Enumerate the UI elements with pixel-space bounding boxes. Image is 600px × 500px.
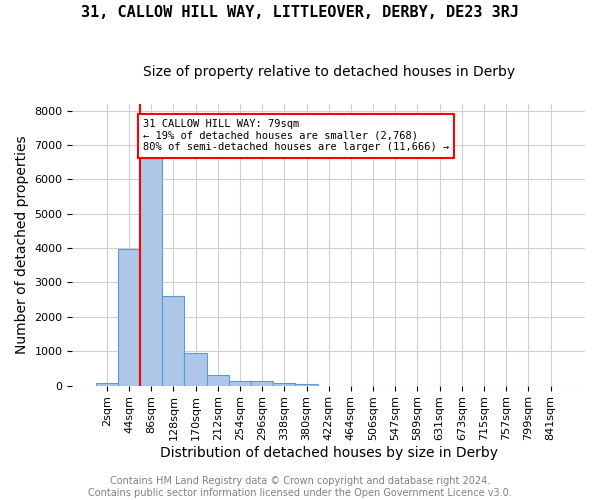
X-axis label: Distribution of detached houses by size in Derby: Distribution of detached houses by size … <box>160 446 498 460</box>
Bar <box>251 382 273 386</box>
Text: 31 CALLOW HILL WAY: 79sqm
← 19% of detached houses are smaller (2,768)
80% of se: 31 CALLOW HILL WAY: 79sqm ← 19% of detac… <box>143 119 449 152</box>
Bar <box>140 158 162 386</box>
Text: 31, CALLOW HILL WAY, LITTLEOVER, DERBY, DE23 3RJ: 31, CALLOW HILL WAY, LITTLEOVER, DERBY, … <box>81 5 519 20</box>
Title: Size of property relative to detached houses in Derby: Size of property relative to detached ho… <box>143 65 515 79</box>
Bar <box>206 374 229 386</box>
Bar <box>229 381 251 386</box>
Bar <box>118 249 140 386</box>
Bar <box>96 383 118 386</box>
Bar <box>273 383 295 386</box>
Bar <box>184 352 206 386</box>
Text: Contains HM Land Registry data © Crown copyright and database right 2024.
Contai: Contains HM Land Registry data © Crown c… <box>88 476 512 498</box>
Bar <box>162 296 184 386</box>
Bar <box>295 384 317 386</box>
Y-axis label: Number of detached properties: Number of detached properties <box>15 136 29 354</box>
